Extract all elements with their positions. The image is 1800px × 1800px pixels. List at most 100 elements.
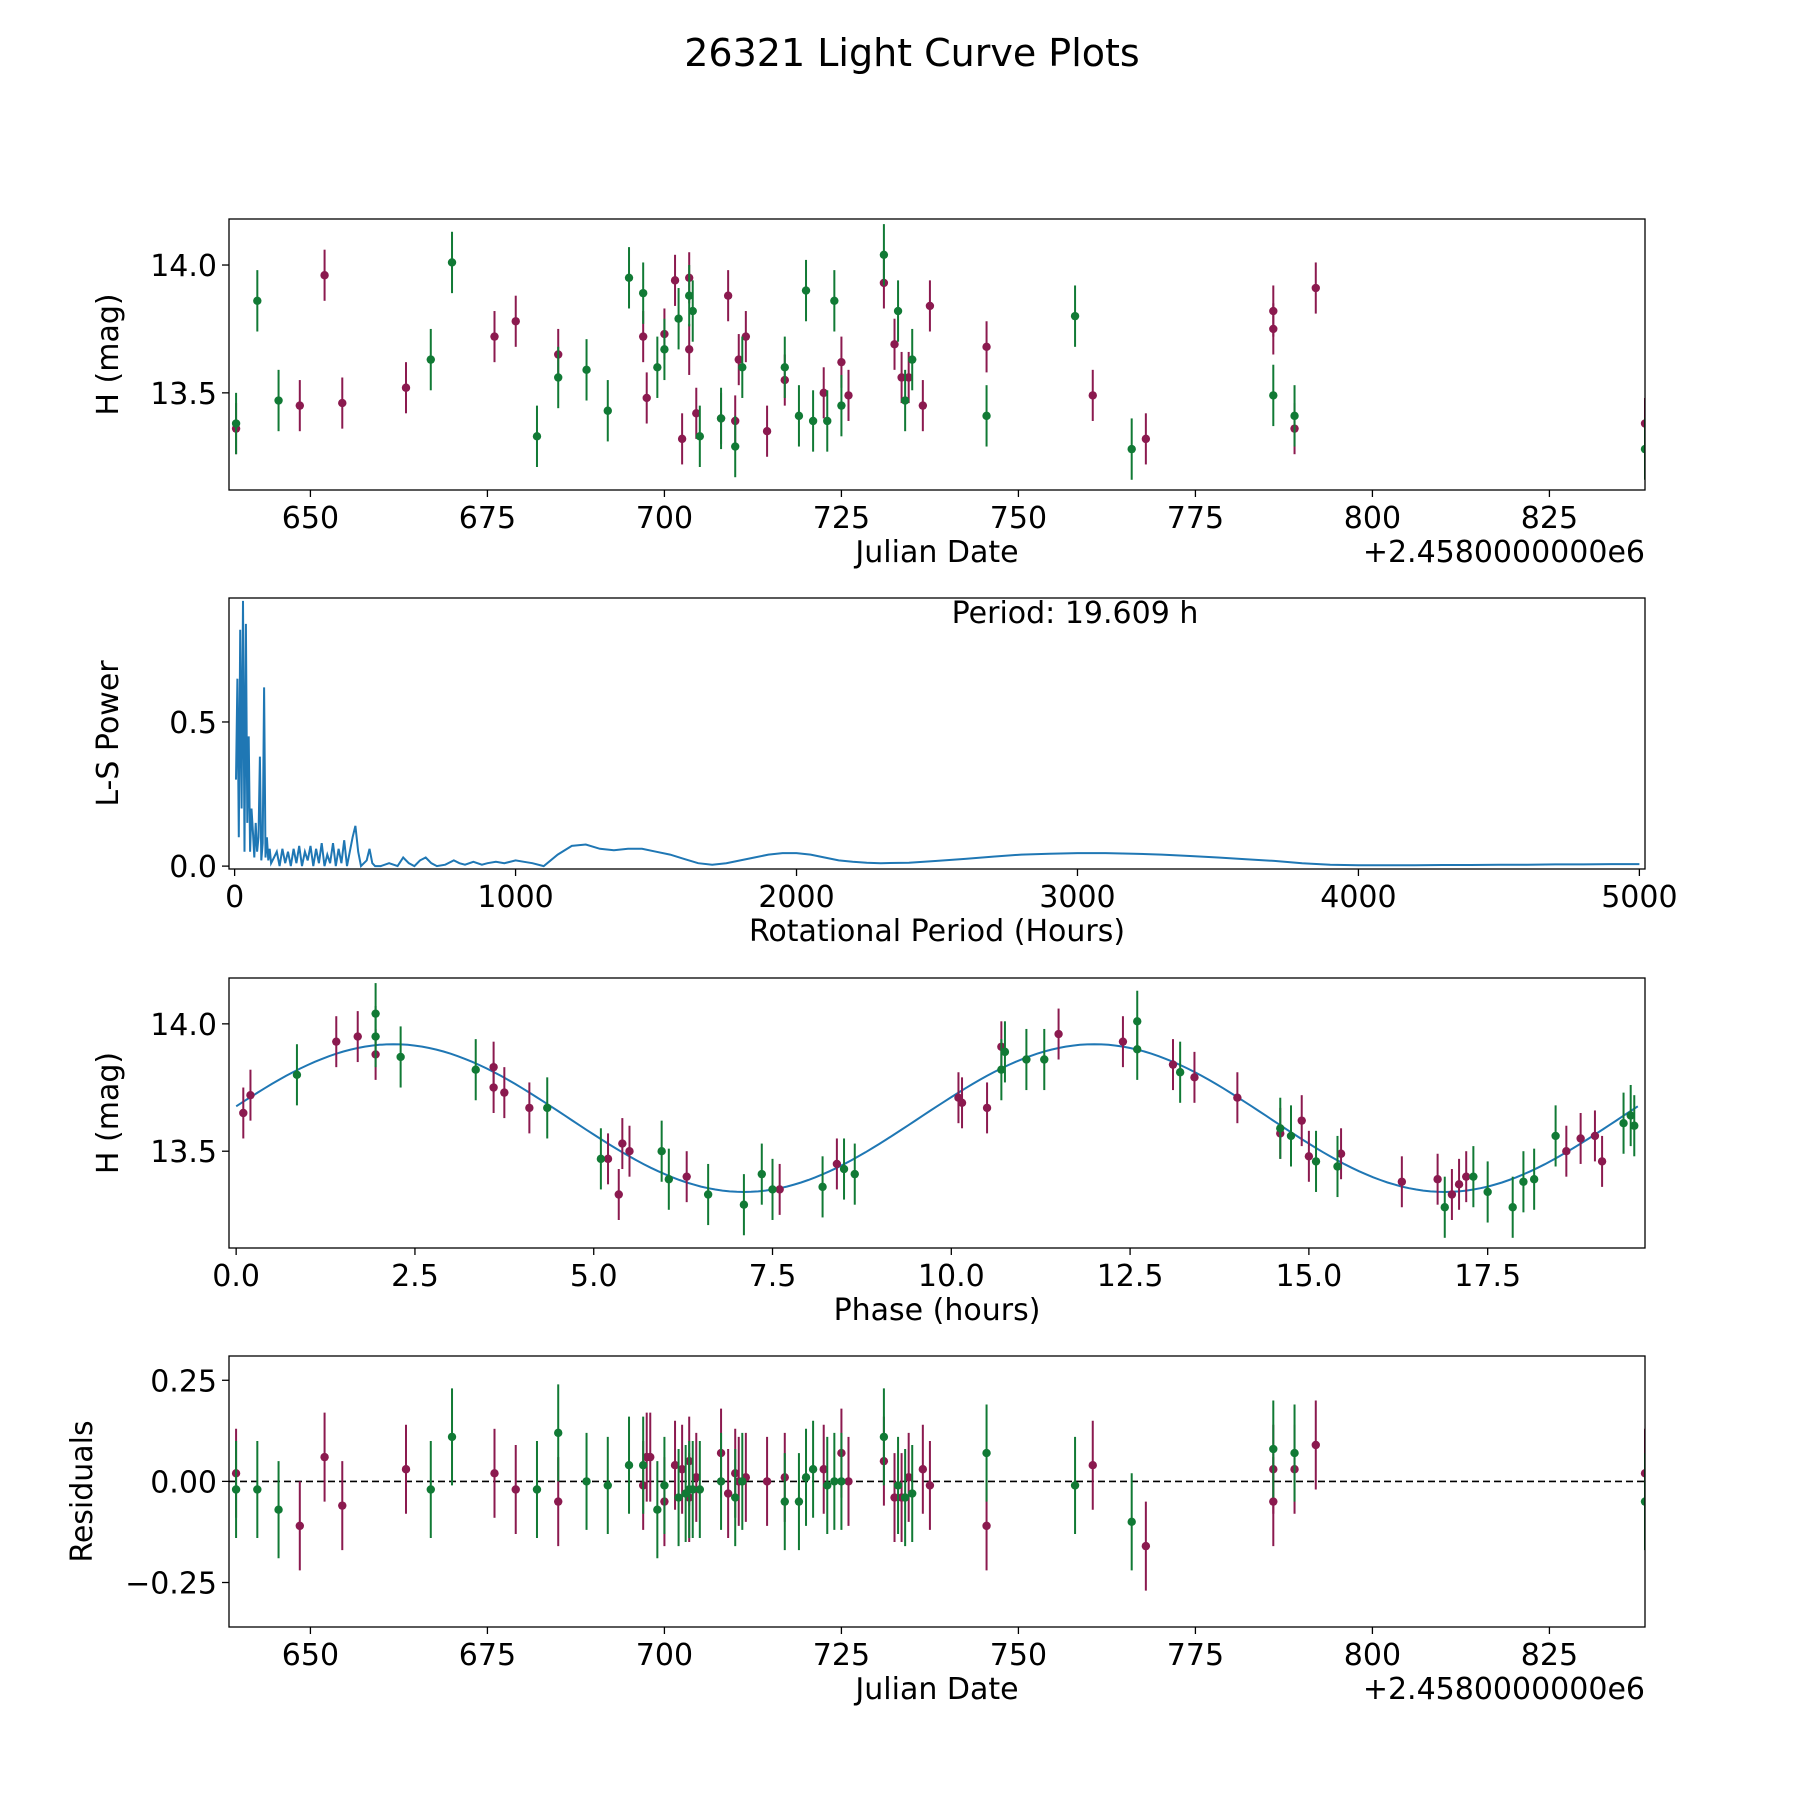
x-tick-label: 825 [1521,501,1578,536]
data-point-green [1000,1047,1010,1057]
data-point-green [371,1032,380,1041]
power-spectrum-line [235,600,1640,869]
data-point-green [900,396,910,405]
x-tick-label: 15.0 [1275,1259,1342,1294]
data-point-green [1619,1118,1628,1128]
plot-data [235,983,1639,1238]
data-point-maroon [685,345,694,354]
data-point-green [582,1477,591,1486]
data-point-maroon [1640,1469,1645,1478]
data-point-green [660,1481,669,1490]
data-point-green [1440,1203,1449,1212]
plot-data [235,600,1640,869]
data-point-green [1630,1121,1639,1130]
data-point-green [292,1070,302,1079]
data-point-green [997,1065,1006,1074]
data-point-maroon [511,1485,520,1494]
data-point-green [1290,411,1299,421]
data-point-green [801,1473,811,1482]
data-point-maroon [741,332,751,341]
y-axis-label: H (mag) [91,1052,126,1174]
data-point-maroon [1447,1190,1457,1199]
data-point-green [1290,1448,1299,1458]
data-point-maroon [1433,1175,1442,1184]
data-point-green [471,1065,480,1074]
data-point-maroon [1088,391,1097,400]
x-tick-label: 650 [282,1638,339,1673]
data-point-maroon [1054,1029,1063,1039]
panel-periodogram: 0 1000 2000 3000 4000 5000 0.0 0.5 Rotational Pe… [91,596,1678,949]
data-point-green [757,1169,766,1179]
data-point-green [653,363,662,372]
data-point-maroon [1233,1093,1242,1102]
data-point-maroon [925,1481,935,1490]
x-tick-label: 750 [990,501,1047,536]
data-point-maroon [1304,1152,1314,1161]
panel-residuals: 650 675 700 725 750 775 800 825 0.25 0.00 −0.25 Jul… [65,1355,1646,1707]
x-tick-label: 800 [1344,1638,1401,1673]
data-point-maroon [762,1477,772,1486]
x-tick-label: 17.5 [1454,1259,1521,1294]
data-point-green [253,1485,262,1494]
y-tick-label: 13.5 [150,377,217,412]
data-point-green [879,1432,889,1442]
data-point-green [780,1497,789,1506]
data-point-green [982,411,991,421]
data-point-green [893,306,903,316]
data-point-green [1269,391,1278,400]
data-point-green [1175,1068,1185,1077]
data-point-green [624,1461,634,1470]
data-point-maroon [890,1493,899,1502]
data-point-maroon [646,1452,655,1462]
data-point-green [1508,1203,1517,1212]
data-point-green [638,288,648,298]
data-point-green [1640,444,1645,454]
data-point-green [426,1485,435,1494]
data-point-green [543,1103,552,1113]
data-point-maroon [295,401,304,410]
data-point-green [1483,1187,1492,1197]
panel-light-curve: 650 675 700 725 750 775 800 825 13.5 14.0 Julian D… [91,218,1646,570]
period-annotation: Period: 19.609 h [952,596,1199,631]
data-point-maroon [957,1098,967,1108]
data-point-green [1127,444,1136,454]
data-point-green [554,373,563,382]
data-point-maroon [904,1473,913,1482]
data-point-maroon [1597,1157,1607,1166]
data-point-green [823,416,832,426]
y-tick-label: 0.25 [150,1364,217,1399]
y-tick-label: 0.00 [150,1465,217,1500]
data-point-green [830,1477,839,1486]
data-point-maroon [819,388,828,398]
data-point-green [1276,1124,1285,1133]
data-point-green [879,250,889,259]
data-point-green [731,442,740,451]
data-point-maroon [554,1497,563,1506]
data-point-green [738,363,747,372]
data-point-green [703,1190,713,1199]
data-point-green [1133,1017,1142,1026]
data-point-maroon [618,1139,627,1148]
data-point-maroon [670,1461,680,1470]
data-point-green [695,1485,705,1494]
axes-frame [228,1355,1646,1628]
data-point-maroon [1311,1440,1320,1450]
x-tick-label: 700 [636,501,693,536]
data-point-green [794,1497,804,1506]
data-point-maroon [1576,1134,1585,1143]
data-point-green [685,291,694,300]
y-tick-label: 0.5 [169,706,217,741]
data-point-maroon [723,1489,733,1498]
data-point-maroon [1190,1073,1199,1082]
x-tick-label: 10.0 [918,1259,985,1294]
data-point-maroon [1141,434,1151,444]
data-point-maroon [353,1032,362,1041]
x-tick-label: 775 [1167,1638,1224,1673]
x-tick-label: 725 [813,501,870,536]
data-point-green [768,1185,777,1194]
data-point-maroon [844,1477,853,1486]
x-axis-label: Julian Date [853,1672,1018,1707]
data-point-green [653,1505,662,1514]
data-point-green [1040,1055,1049,1064]
data-point-maroon [490,1469,499,1478]
